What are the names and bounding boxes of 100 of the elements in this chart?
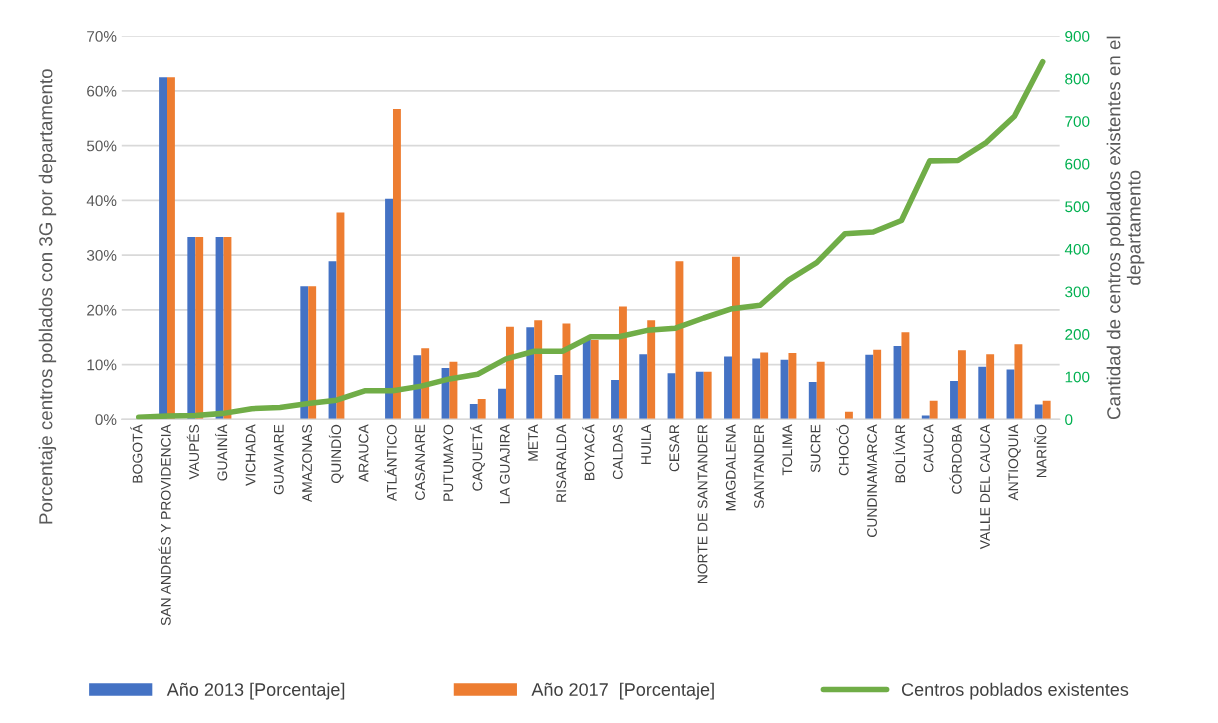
bar xyxy=(1042,400,1051,420)
bar xyxy=(703,371,712,420)
bar xyxy=(695,371,704,420)
y2-tick-label: 100 xyxy=(1065,371,1090,383)
y2-tick-label: 800 xyxy=(1065,73,1090,85)
x-tick-label: GUAINÍA xyxy=(215,424,228,481)
bar xyxy=(647,320,656,420)
bar xyxy=(611,379,619,420)
x-tick-label: SAN ANDRÉS Y PROVIDENCIA xyxy=(158,424,171,626)
x-tick-label: CÓRDOBA xyxy=(949,424,962,494)
x-tick-label: TOLIMA xyxy=(782,424,793,476)
bar xyxy=(582,339,591,420)
x-tick-label: CESAR xyxy=(669,424,680,472)
bar xyxy=(618,306,627,420)
y2-tick-label: 200 xyxy=(1065,329,1090,340)
bar xyxy=(498,388,506,420)
bar xyxy=(901,332,910,420)
y-tick-label: 10% xyxy=(87,359,117,371)
y2-tick-label: 700 xyxy=(1065,116,1090,127)
x-tick-label: BOYACÁ xyxy=(582,424,595,480)
y2-tick-label: 0 xyxy=(1065,414,1073,426)
bar xyxy=(731,256,740,420)
y-tick-label: 0% xyxy=(95,414,117,426)
y2-tick-label: 500 xyxy=(1065,201,1090,213)
bar xyxy=(590,339,599,420)
x-tick-label: VALLE DEL CAUCA xyxy=(980,424,990,550)
x-tick-label: QUINDÍO xyxy=(328,424,344,483)
bar xyxy=(978,366,987,420)
bar xyxy=(195,237,204,420)
x-tick-label: HUILA xyxy=(641,424,651,464)
y-tick-label: 20% xyxy=(87,304,117,316)
bar xyxy=(526,327,535,420)
x-tick-label: CASANARE xyxy=(415,424,425,500)
bar xyxy=(187,237,196,420)
bar xyxy=(950,381,958,420)
bar xyxy=(873,349,882,420)
bar xyxy=(413,355,422,420)
x-tick-label: CUNDINAMARCA xyxy=(867,424,877,537)
bar xyxy=(760,352,769,420)
x-tick-label: MAGDALENA xyxy=(725,424,736,511)
bar xyxy=(929,400,938,420)
bar xyxy=(469,404,478,420)
bar xyxy=(385,198,393,420)
x-tick-label: PUTUMAYO xyxy=(443,424,454,501)
x-tick-label: CHOCÓ xyxy=(836,424,849,476)
x-tick-label: META xyxy=(528,424,538,461)
x-tick-label: NORTE DE SANTANDER xyxy=(697,424,708,584)
bar xyxy=(816,361,825,420)
x-tick-label: ATLÁNTICO xyxy=(384,424,397,502)
y2-axis-title: Cantidad de centros poblados existentes en el departamento xyxy=(1106,36,1145,420)
bar xyxy=(752,358,761,420)
bar xyxy=(505,326,514,420)
legend-label: Año 2013 [Porcentaje] xyxy=(166,682,345,700)
bar xyxy=(449,361,458,420)
bar xyxy=(788,353,797,420)
x-tick-label: VICHADA xyxy=(245,424,256,486)
x-tick-label: CAQUETÁ xyxy=(470,424,485,491)
bar xyxy=(865,354,874,420)
bar xyxy=(724,356,732,420)
bar xyxy=(223,237,232,420)
y-axis-title: Porcentaje centros poblados con 3G por departamento xyxy=(38,69,57,524)
bar xyxy=(392,108,401,420)
y-tick-label: 50% xyxy=(86,140,117,152)
bar xyxy=(300,286,309,420)
x-tick-label: ARAUCA xyxy=(358,424,369,483)
bar xyxy=(1034,404,1043,420)
bar xyxy=(477,399,486,420)
bar xyxy=(808,382,817,420)
x-tick-label: CALDAS xyxy=(612,424,623,480)
y-tick-label: 60% xyxy=(87,85,117,97)
x-tick-label: CAUCA xyxy=(923,424,934,473)
x-tick-label: BOGOTÁ xyxy=(130,424,143,483)
x-tick-label: RISARALDA xyxy=(556,424,567,502)
y-tick-label: 70% xyxy=(87,31,117,42)
x-tick-label: VAUPÉS xyxy=(186,424,199,480)
x-tick-label: LA GUAJIRA xyxy=(499,424,510,504)
x-tick-label: ANTIOQUIA xyxy=(1008,424,1021,501)
y2-tick-label: 600 xyxy=(1065,158,1090,170)
x-tick-label: SUCRE xyxy=(810,424,821,473)
y2-tick-label: 900 xyxy=(1065,31,1090,42)
legend-label: Centros poblados existentes xyxy=(901,682,1129,700)
bar xyxy=(675,261,684,420)
bar xyxy=(421,348,430,420)
y-tick-label: 30% xyxy=(86,249,117,261)
y2-tick-label: 400 xyxy=(1064,243,1090,255)
x-tick-label: GUAVIARE xyxy=(273,424,284,495)
bar xyxy=(562,323,571,420)
bar xyxy=(844,411,853,420)
x-tick-label: NARIÑO xyxy=(1034,424,1047,478)
bar xyxy=(957,350,966,420)
bar xyxy=(308,286,317,420)
y-tick-label: 40% xyxy=(86,195,117,207)
bar xyxy=(986,354,995,420)
x-tick-label: BOLÍVAR xyxy=(893,424,906,483)
x-tick-label: AMAZONAS xyxy=(302,424,312,503)
bar xyxy=(639,354,648,420)
bar xyxy=(336,212,345,420)
x-tick-label: SANTANDER xyxy=(754,424,764,509)
y2-tick-label: 300 xyxy=(1065,286,1090,298)
bar xyxy=(1014,344,1023,420)
